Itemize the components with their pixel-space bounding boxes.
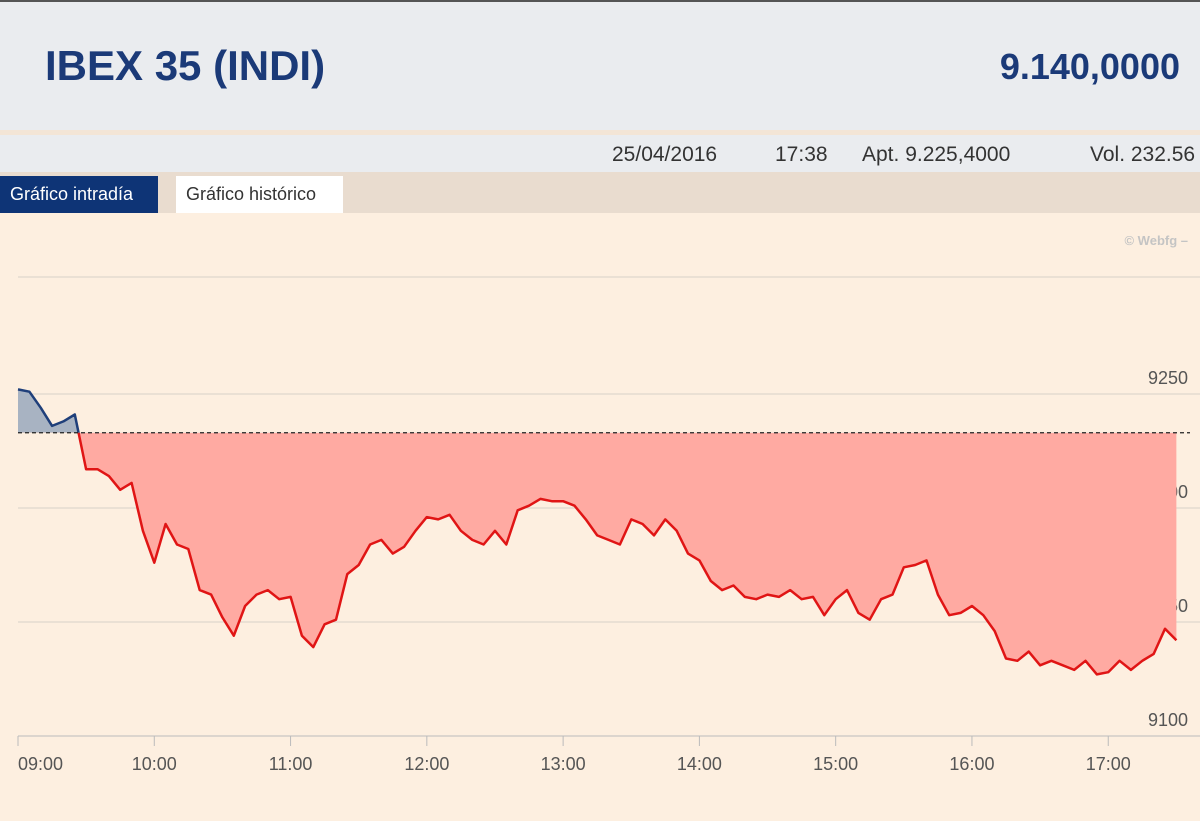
index-price: 9.140,0000 [999, 46, 1180, 87]
time: 17:38 [775, 143, 828, 166]
chart: © Webfg – 910091509200925009:0010:0011:0… [17, 233, 1200, 774]
index-title: IBEX 35 (INDI) [45, 42, 326, 89]
y-tick-label: 9250 [1148, 368, 1188, 388]
open: Apt. 9.225,4000 [862, 143, 1011, 166]
tab-bar: Gráfico intradía Gráfico histórico [0, 172, 1200, 213]
separator [0, 130, 1200, 135]
x-tick-label: 17:00 [1086, 754, 1131, 774]
header: IBEX 35 (INDI) 9.140,0000 [0, 0, 1200, 130]
x-tick-label: 15:00 [813, 754, 858, 774]
volume: Vol. 232.56 [1090, 143, 1196, 166]
x-tick-label: 10:00 [132, 754, 177, 774]
tab-intraday[interactable]: Gráfico intradía [0, 176, 158, 213]
date: 25/04/2016 [612, 143, 718, 166]
tab-historic[interactable]: Gráfico histórico [176, 176, 343, 213]
area [78, 432, 1177, 675]
x-tick-label: 16:00 [949, 754, 994, 774]
credit: © Webfg – [1124, 233, 1188, 248]
x-tick-label: 14:00 [677, 754, 722, 774]
y-tick-label: 9100 [1148, 710, 1188, 730]
info-bar: 25/04/2016 17:38 Apt. 9.225,4000 Vol. 23… [0, 135, 1200, 172]
x-tick-label: 09:00 [18, 754, 63, 774]
x-tick-label: 11:00 [269, 754, 313, 774]
x-tick-label: 13:00 [541, 754, 586, 774]
price-line [77, 432, 1178, 676]
x-tick-label: 12:00 [404, 754, 449, 774]
area-group-above [17, 388, 80, 433]
area-group-below [77, 432, 1178, 676]
